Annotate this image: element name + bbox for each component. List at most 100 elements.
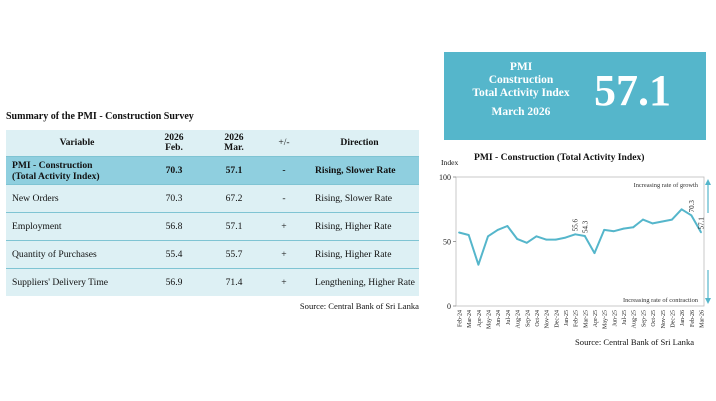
x-tick-label: Dec-24 [554,310,560,328]
data-label: 55.6 [572,219,580,232]
row-feb-value: 70.3 [145,184,203,213]
series-line [458,208,702,266]
row-mar-value: 57.1 [203,156,265,185]
table-header-row: Variable 2026 Feb. 2026 Mar. +/- Direction [6,130,419,157]
x-tick-label: Oct-24 [535,310,541,327]
table-row: New Orders 70.3 67.2 - Rising, Slower Ra… [6,184,419,213]
x-tick-label: Jun-24 [496,310,502,326]
x-tick-label: Oct-25 [651,310,657,327]
pmi-box-value: 57.1 [594,66,671,115]
data-point [496,228,499,231]
data-point [545,238,548,241]
header-variable: Variable [59,136,95,148]
table-row: Quantity of Purchases 55.4 55.7 + Rising… [6,240,419,269]
data-label: 57.1 [698,217,706,230]
header-feb: 2026 Feb. [164,131,184,153]
header-direction: Direction [340,136,379,148]
row-mar-value: 57.1 [203,212,265,241]
data-point [535,235,538,238]
data-point [583,235,586,237]
summary-table: Variable 2026 Feb. 2026 Mar. +/- Direction… [6,130,419,296]
row-sign: + [265,240,303,269]
x-tick-label: Sep-25 [641,310,647,327]
data-point [700,231,702,234]
table-row: PMI - Construction (Total Activity Index)… [6,156,419,185]
pmi-box-month: March 2026 [491,106,551,118]
annotation-growth: Increasing rate of growth [634,182,699,189]
header-sign: +/- [278,136,290,148]
data-point [525,241,528,244]
row-feb-value: 56.8 [145,212,203,241]
x-tick-label: Mar-24 [467,310,473,328]
x-tick-label: Jun-25 [612,310,618,326]
row-direction: Rising, Higher Rate [303,212,419,241]
x-tick-label: Apr-24 [477,310,483,327]
data-point [642,218,644,221]
plot-frame [455,176,705,307]
data-point [467,234,470,236]
x-tick-label: Feb-26 [690,310,696,327]
header-mar: 2026 Mar. [224,131,244,153]
row-sign: + [265,268,303,296]
row-variable: New Orders [6,184,145,213]
y-axis-label: Index [441,158,459,167]
data-point [651,222,654,225]
contraction-arrow-icon [705,298,711,304]
row-variable: PMI - Construction (Total Activity Index) [6,156,145,185]
data-point [574,233,577,236]
data-point [690,214,693,217]
growth-arrow-icon [705,179,711,185]
data-label: 54.3 [581,220,589,233]
data-point [612,230,615,233]
row-direction: Rising, Slower Rate [303,156,419,185]
x-tick-label: Nov-25 [661,310,667,328]
x-tick-label: Jul-24 [506,310,512,325]
row-feb-value: 56.9 [145,268,203,296]
row-sign: + [265,212,303,241]
data-point [680,208,683,211]
data-point [458,231,460,234]
x-tick-label: Mar-25 [583,310,589,328]
table-row: Suppliers' Delivery Time 56.9 71.4 + Len… [6,268,419,296]
data-point [661,220,664,223]
x-tick-label: Jan-25 [564,310,570,326]
x-tick-label: Aug-24 [516,310,522,328]
pmi-summary-box: PMI Construction Total Activity Index Ma… [444,52,706,140]
row-variable: Employment [6,212,145,241]
x-tick-label: Nov-24 [545,310,551,328]
data-label: 70.3 [688,200,696,213]
x-tick-label: Sep-24 [525,310,531,327]
row-sign: - [265,184,303,213]
chart-title: PMI - Construction (Total Activity Index… [474,152,645,163]
row-direction: Lengthening, Higher Rate [303,268,419,296]
data-point [516,238,518,240]
pmi-line-chart: 0 50 100 Increasing rate of growth Increasin… [439,173,711,329]
pmi-box-label: PMI Construction Total Activity Index Ma… [452,61,590,119]
data-point [487,235,489,238]
x-tick-label: May-25 [603,310,609,329]
x-tick-label: Feb-25 [574,310,580,327]
annotation-contraction: Increasing rate of contraction [623,297,699,304]
row-feb-value: 70.3 [145,156,203,185]
x-tick-label: Aug-25 [632,310,638,328]
row-direction: Rising, Higher Rate [303,240,419,269]
data-point [622,227,625,230]
y-tick-label: 100 [439,173,451,182]
row-variable: Quantity of Purchases [6,240,145,269]
data-point [554,238,557,241]
y-tick-label: 0 [447,302,451,311]
data-point [671,218,673,221]
table-row: Employment 56.8 57.1 + Rising, Higher Ra… [6,212,419,241]
x-tick-label: May-24 [487,310,493,329]
table-title: Summary of the PMI - Construction Survey [6,111,194,122]
x-tick-label: Feb-24 [458,310,464,327]
row-feb-value: 55.4 [145,240,203,269]
row-mar-value: 67.2 [203,184,265,213]
x-tick-label: Jul-25 [622,310,628,325]
row-mar-value: 55.7 [203,240,265,269]
x-tick-label: Apr-25 [593,310,599,327]
x-tick-label: Mar-26 [700,310,706,328]
x-tick-label: Jan-26 [680,310,686,326]
data-point [564,236,567,239]
x-tick-label: Dec-25 [670,310,676,328]
